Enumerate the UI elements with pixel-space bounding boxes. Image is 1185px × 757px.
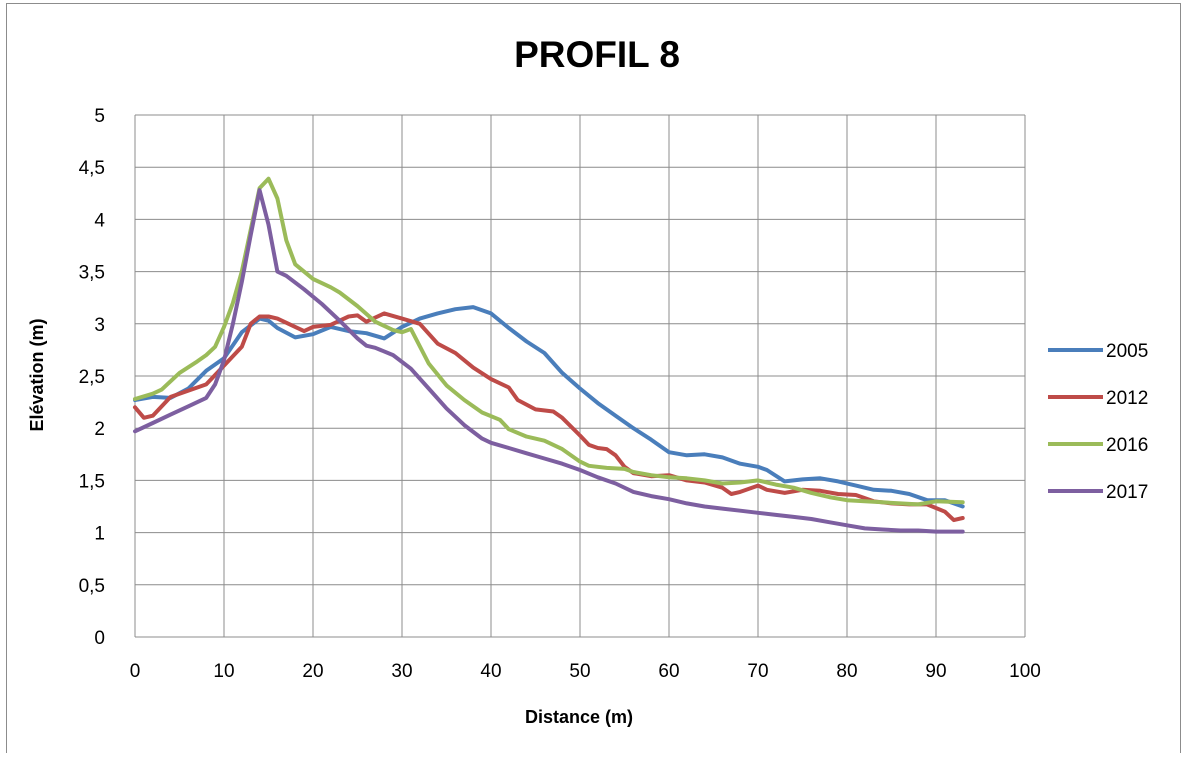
x-tick-label: 30 — [391, 661, 412, 682]
x-tick-label: 40 — [480, 661, 501, 682]
y-tick-label: 5 — [94, 106, 105, 127]
legend-label: 2017 — [1106, 482, 1148, 503]
x-tick-label: 20 — [302, 661, 323, 682]
x-tick-label: 0 — [130, 661, 141, 682]
y-tick-label: 1 — [94, 524, 105, 545]
y-tick-label: 3,5 — [79, 263, 105, 284]
y-tick-label: 2,5 — [79, 367, 105, 388]
series-line-2012 — [133, 311, 965, 523]
legend-label: 2012 — [1106, 388, 1148, 409]
y-tick-label: 4,5 — [79, 158, 105, 179]
y-tick-label: 3 — [94, 315, 105, 336]
legend-label: 2016 — [1106, 435, 1148, 456]
x-tick-label: 80 — [836, 661, 857, 682]
y-tick-label: 2 — [94, 419, 105, 440]
legend: 2005 2012 2016 2017 — [1048, 341, 1148, 503]
y-axis-label: Elévation (m) — [27, 318, 47, 431]
x-tick-label: 60 — [658, 661, 679, 682]
x-axis-ticks: 0 10 20 30 40 50 60 70 80 90 100 — [130, 661, 1041, 682]
axes — [134, 115, 1025, 638]
grid — [135, 114, 1026, 637]
x-tick-label: 90 — [925, 661, 946, 682]
y-axis-ticks: 0 0,5 1 1,5 2 2,5 3 3,5 4 4,5 5 — [79, 106, 106, 649]
x-tick-label: 50 — [569, 661, 590, 682]
series-group — [133, 176, 965, 534]
y-tick-label: 1,5 — [79, 471, 105, 492]
y-tick-label: 0 — [94, 628, 105, 649]
legend-label: 2005 — [1106, 341, 1148, 362]
chart-title: PROFIL 8 — [514, 34, 680, 75]
x-tick-label: 10 — [213, 661, 234, 682]
y-tick-label: 0,5 — [79, 576, 105, 597]
series-line-2005 — [133, 305, 965, 509]
x-tick-label: 100 — [1009, 661, 1041, 682]
y-tick-label: 4 — [94, 210, 105, 231]
x-tick-label: 70 — [747, 661, 768, 682]
chart-frame — [6, 3, 1181, 753]
series-line-2016 — [133, 176, 965, 507]
series-line-2017 — [133, 188, 965, 534]
x-axis-label: Distance (m) — [525, 707, 633, 727]
